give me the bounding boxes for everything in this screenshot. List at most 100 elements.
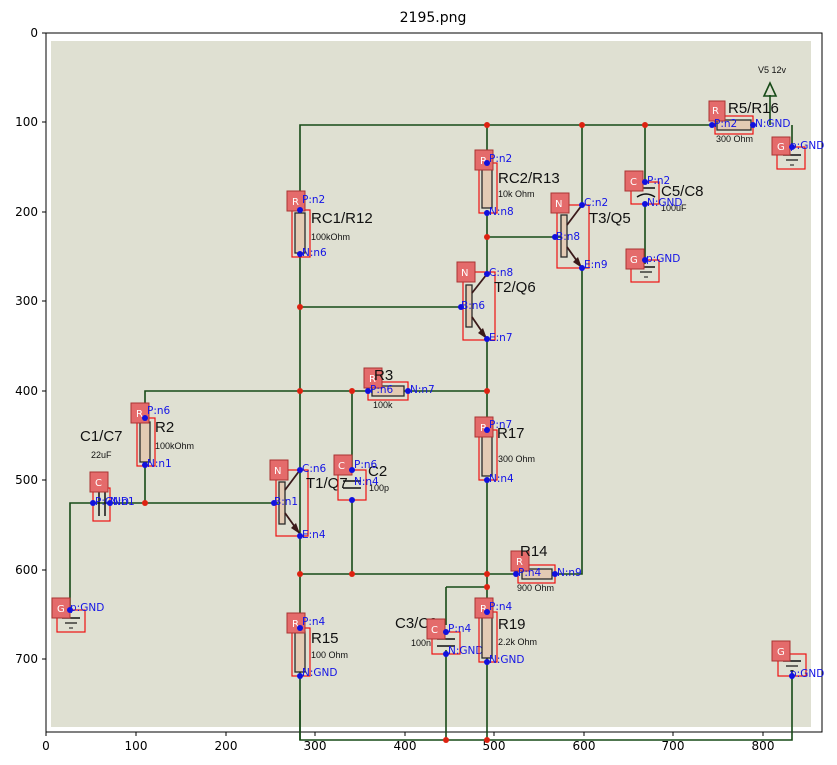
- transistor-t3[interactable]: N T3/Q5 C:n2 B:n8 E:n9: [550, 192, 631, 271]
- r14-value: 900 Ohm: [517, 583, 554, 593]
- rc1-label: RC1/R12: [311, 210, 373, 227]
- rc2-badge: R: [480, 156, 487, 167]
- r14-pin-n: N:n9: [557, 567, 582, 579]
- resistor-r3[interactable]: R R3 100k P:n6 N:n7: [363, 367, 435, 410]
- r5-pin-n: N:GND: [755, 118, 790, 130]
- y-tick-label: 500: [15, 473, 38, 487]
- t1-pin-e: E:n4: [302, 529, 326, 541]
- ground-g1[interactable]: G p:GND: [771, 136, 824, 170]
- g4-badge: G: [777, 647, 785, 658]
- c3-pin-n: N:GND: [448, 645, 483, 657]
- c1-label: C1/C7: [80, 428, 123, 445]
- c2-label: C2: [368, 463, 387, 480]
- g2-badge: G: [630, 255, 638, 266]
- t3-pin-e: E:n9: [584, 259, 608, 271]
- r17-pin-p: P:n7: [489, 419, 512, 431]
- rc2-label: RC2/R13: [498, 170, 560, 187]
- t1-pin-c: C:n6: [302, 463, 327, 475]
- c5-label: C5/C8: [661, 183, 704, 200]
- r17-pin-n: N:n4: [489, 473, 514, 485]
- capacitor-c2[interactable]: C C2 100p P:n6 N:n4: [333, 454, 389, 503]
- resistor-r15[interactable]: R R15 100 Ohm P:n4 N:GND: [286, 612, 348, 679]
- r5-label: R5/R16: [728, 100, 779, 117]
- c5-pin-p: P:n2: [647, 175, 670, 187]
- c2-value: 100p: [369, 483, 389, 493]
- resistor-rc1[interactable]: R RC1/R12 100kOhm P:n2 N:n6: [286, 190, 373, 259]
- r15-pin-n: N:GND: [302, 667, 337, 679]
- c5-pin-n: N:GND: [647, 197, 682, 209]
- x-tick-label: 800: [752, 739, 775, 753]
- ground-g4[interactable]: G p:GND: [771, 640, 824, 680]
- g1-badge: G: [777, 142, 785, 153]
- rc1-badge: R: [292, 197, 299, 208]
- y-tick-label: 300: [15, 294, 38, 308]
- resistor-rc2[interactable]: R RC2/R13 10k Ohm P:n2 N:n8: [474, 149, 560, 218]
- r19-value: 2.2k Ohm: [498, 637, 537, 647]
- r17-value: 300 Ohm: [498, 454, 535, 464]
- rc1-value: 100kOhm: [311, 232, 350, 242]
- c2-badge: C: [338, 461, 345, 472]
- resistor-r19[interactable]: R R19 2.2k Ohm P:n4 N:GND: [474, 597, 537, 666]
- r5-badge: R: [712, 106, 719, 117]
- t2-pin-b: B:n6: [461, 300, 485, 312]
- transistor-t1[interactable]: N T1/Q7 C:n6 B:n1 E:n4: [269, 459, 348, 541]
- c1-pin-p: P:GND: [95, 496, 129, 508]
- r5-pin-p: P:n2: [714, 118, 737, 130]
- x-tick-label: 100: [125, 739, 148, 753]
- ground-g3[interactable]: G p:GND: [51, 597, 104, 633]
- y-axis: 0 100 200 300 400 500 600 700: [15, 26, 46, 666]
- capacitor-c5[interactable]: C C5/C8 100uF P:n2 N:GND: [624, 170, 704, 213]
- resistor-r14[interactable]: R R14 900 Ohm P:n4 N:n9: [510, 543, 582, 593]
- t1-badge: N: [274, 466, 281, 477]
- r5-value: 300 Ohm: [716, 134, 753, 144]
- resistor-r5[interactable]: R R5/R16 300 Ohm P:n2 N:GND: [708, 100, 790, 144]
- schematic-background: [51, 41, 811, 727]
- c5-value: 100uF: [661, 203, 687, 213]
- resistor-r17[interactable]: R R17 300 Ohm P:n7 N:n4: [474, 416, 535, 485]
- r19-label: R19: [498, 616, 526, 633]
- x-tick-label: 200: [215, 739, 238, 753]
- x-axis: 0 100 200 300 400 500 600 700 800: [42, 732, 774, 753]
- y-tick-label: 600: [15, 563, 38, 577]
- c3-badge: C: [431, 625, 438, 636]
- c2-pin-p: P:n6: [354, 459, 378, 471]
- r15-label: R15: [311, 630, 339, 647]
- c1-pin-n: N:n1: [110, 496, 135, 508]
- r14-label: R14: [520, 543, 548, 560]
- x-tick-label: 0: [42, 739, 50, 753]
- g4-pin: p:GND: [790, 668, 824, 680]
- r2-value: 100kOhm: [155, 441, 194, 451]
- capacitor-c1[interactable]: C1/C7 22uF C P:GND N:n1: [80, 428, 135, 522]
- x-tick-label: 600: [573, 739, 596, 753]
- t3-pin-c: C:n2: [584, 197, 608, 209]
- t3-label: T3/Q5: [589, 210, 631, 227]
- t2-pin-e: E:n7: [489, 332, 513, 344]
- y-tick-label: 0: [30, 26, 38, 40]
- r19-badge: R: [480, 604, 487, 615]
- t2-pin-c: C:n8: [489, 267, 513, 279]
- t1-label: T1/Q7: [306, 475, 348, 492]
- r17-label: R17: [497, 425, 525, 442]
- r15-badge: R: [292, 619, 299, 630]
- c3-pin-p: P:n4: [448, 623, 472, 635]
- y-tick-label: 400: [15, 384, 38, 398]
- t2-label: T2/Q6: [494, 279, 536, 296]
- r2-label: R2: [155, 419, 174, 436]
- r3-badge: R: [369, 374, 376, 385]
- y-tick-label: 100: [15, 115, 38, 129]
- r14-pin-p: P:n4: [518, 567, 542, 579]
- voltage-source-v5: V5 12v: [758, 65, 787, 97]
- y-tick-label: 700: [15, 652, 38, 666]
- c5-badge: C: [630, 177, 637, 188]
- r3-label: R3: [374, 367, 393, 384]
- ground-g2[interactable]: G p:GND: [625, 248, 680, 283]
- rc2-pin-n: N:n8: [489, 206, 514, 218]
- r19-pin-p: P:n4: [489, 601, 513, 613]
- rc1-pin-p: P:n2: [302, 194, 325, 206]
- capacitor-c3[interactable]: C3/C9 100n C P:n4 N:GND: [395, 615, 483, 657]
- resistor-r2[interactable]: R R2 100kOhm P:n6 N:n1: [130, 402, 194, 470]
- t2-badge: N: [461, 268, 468, 279]
- junctions: [142, 122, 648, 743]
- transistor-t2[interactable]: N T2/Q6 C:n8 B:n6 E:n7: [456, 261, 536, 344]
